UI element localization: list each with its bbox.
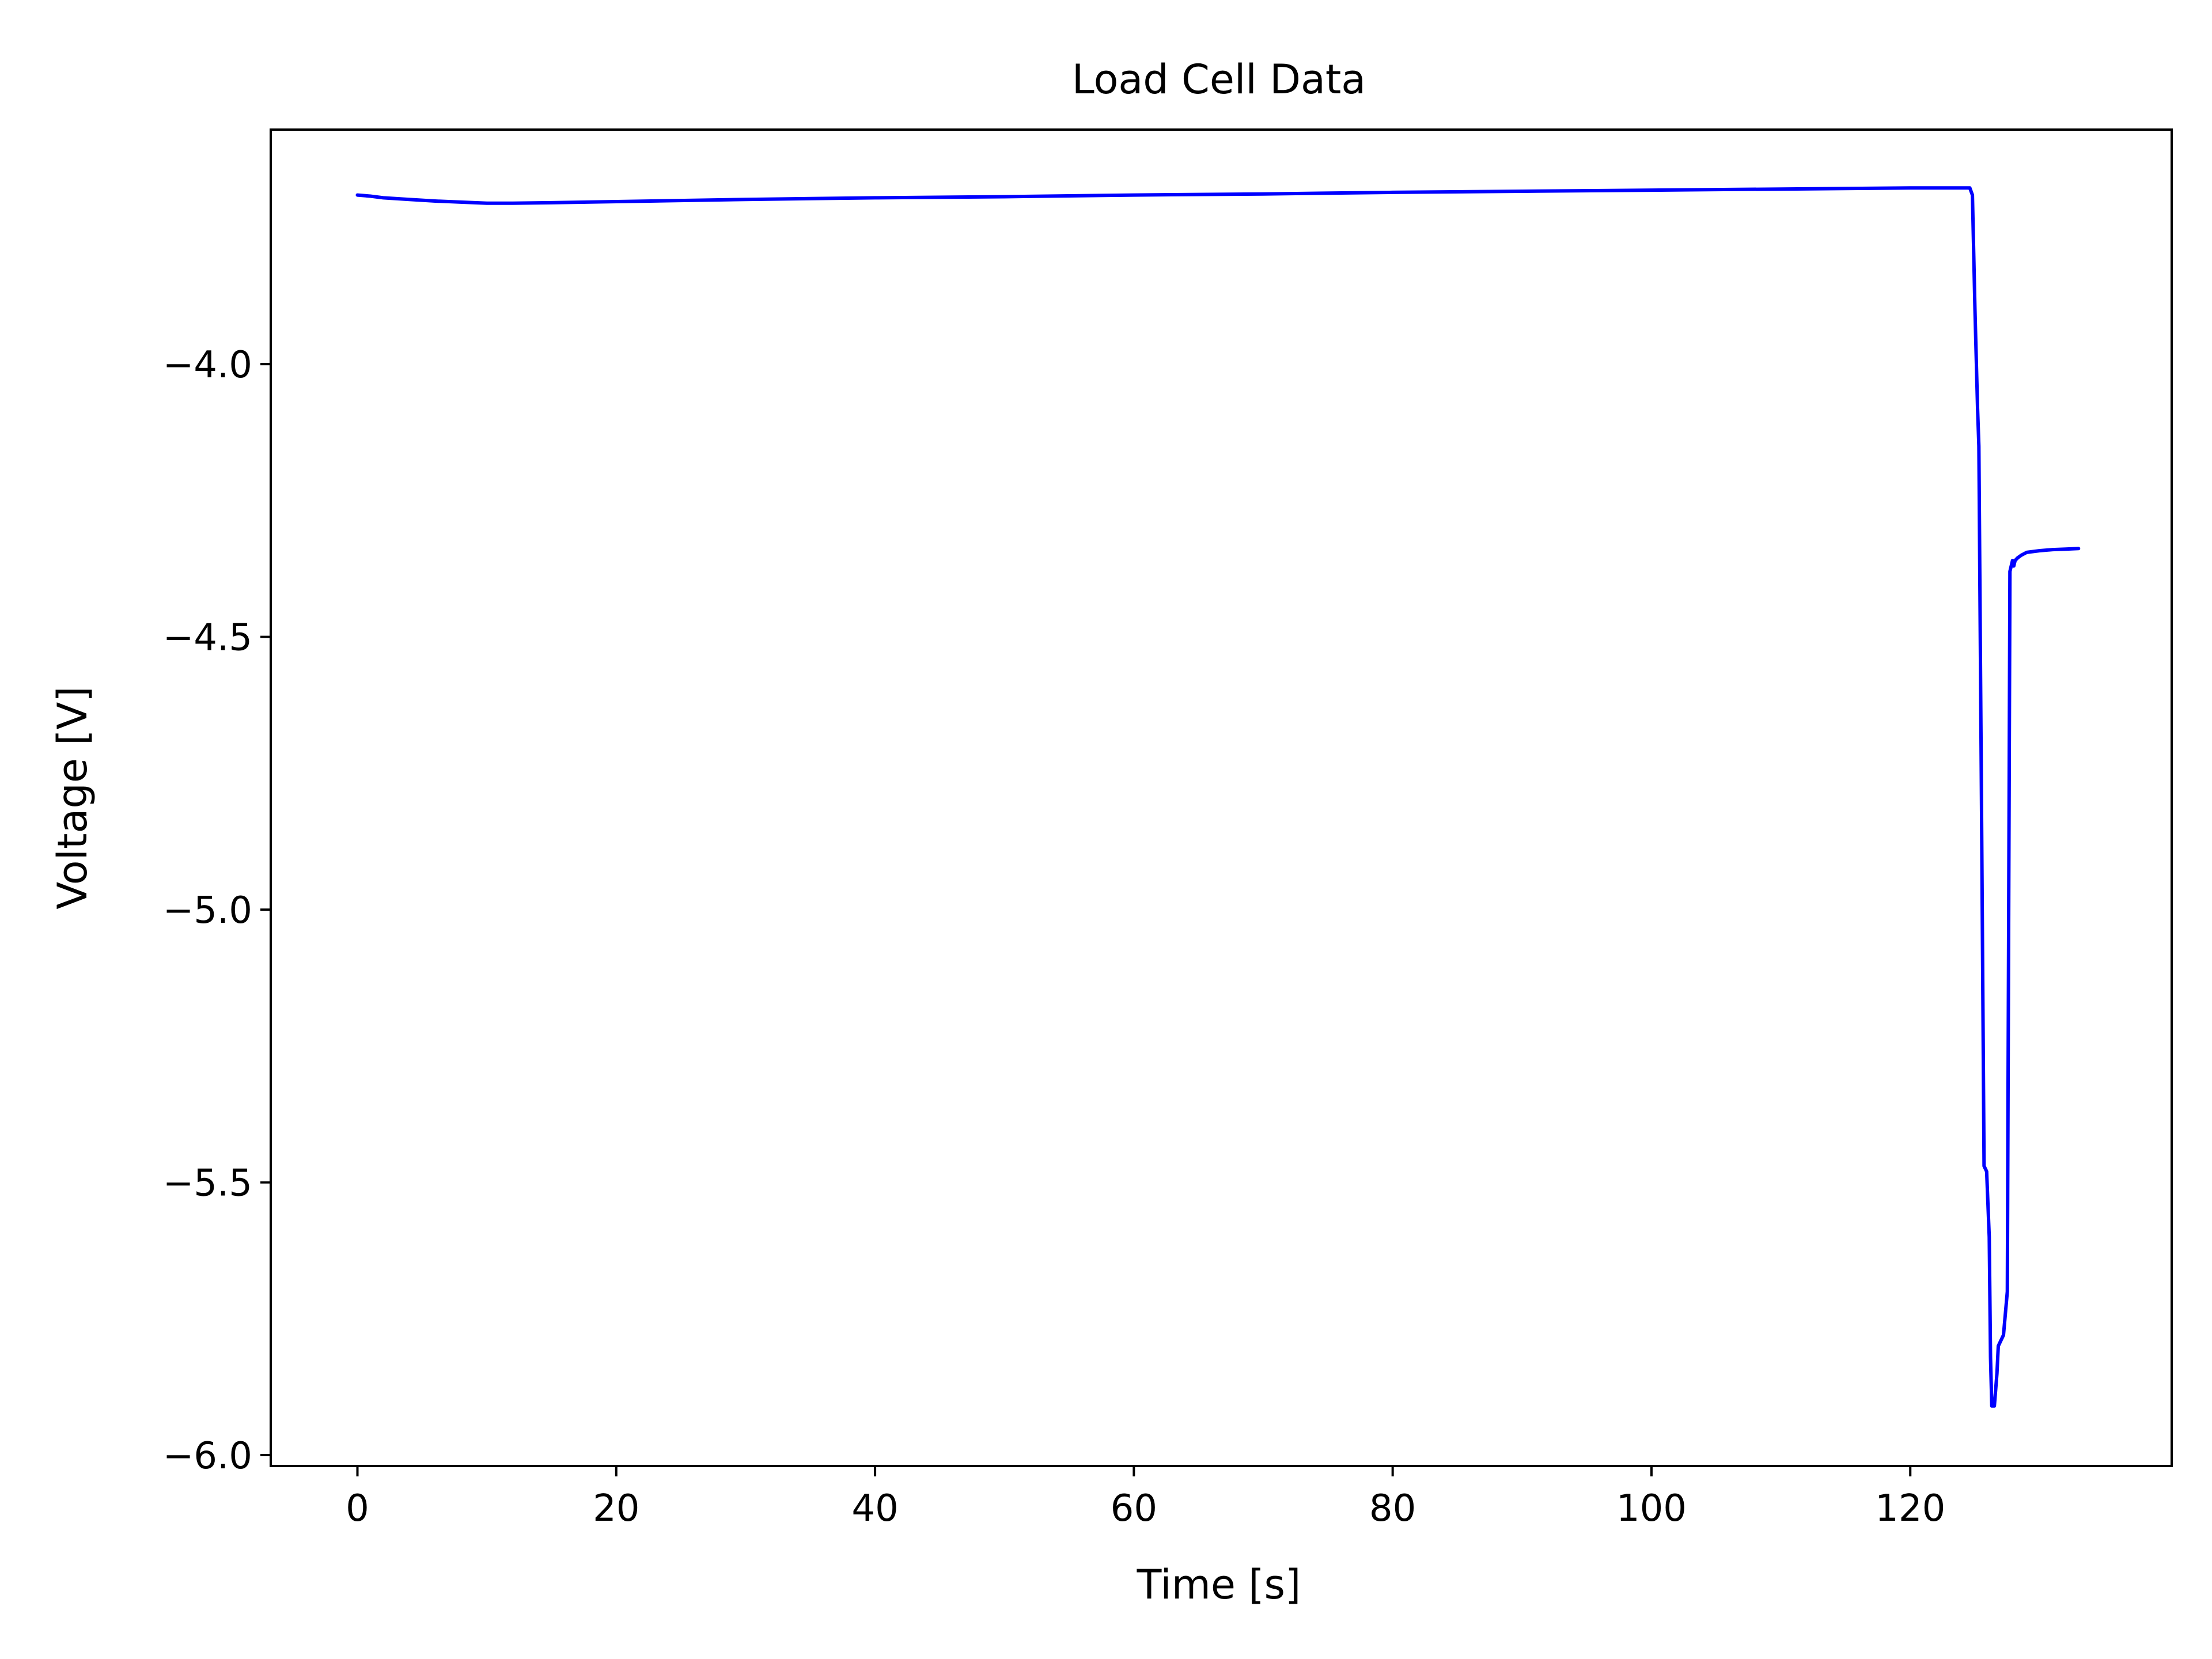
- y-tick-label: −4.0: [163, 344, 252, 387]
- y-axis: −4.0 −4.5 −5.0 −5.5 −6.0: [163, 344, 271, 1478]
- x-tick-label: 60: [1111, 1487, 1157, 1530]
- x-tick-label: 80: [1369, 1487, 1416, 1530]
- x-tick-label: 40: [851, 1487, 898, 1530]
- x-tick-label: 0: [346, 1487, 369, 1530]
- y-axis-label: Voltage [V]: [49, 686, 96, 909]
- y-tick-label: −4.5: [163, 617, 252, 660]
- x-tick-label: 100: [1616, 1487, 1687, 1530]
- x-tick-label: 20: [593, 1487, 639, 1530]
- series-line-0: [355, 186, 2081, 1408]
- x-tick-label: 120: [1875, 1487, 1945, 1530]
- x-axis: 0 20 40 60 80 100 120: [346, 1466, 1945, 1530]
- plot-area: [355, 186, 2081, 1408]
- axes-frame: [270, 128, 2173, 1467]
- y-tick-label: −6.0: [163, 1435, 252, 1478]
- y-tick-label: −5.0: [163, 889, 252, 932]
- chart-title: Load Cell Data: [1072, 56, 1366, 103]
- x-axis-label: Time [s]: [1137, 1561, 1301, 1608]
- y-tick-label: −5.5: [163, 1162, 252, 1205]
